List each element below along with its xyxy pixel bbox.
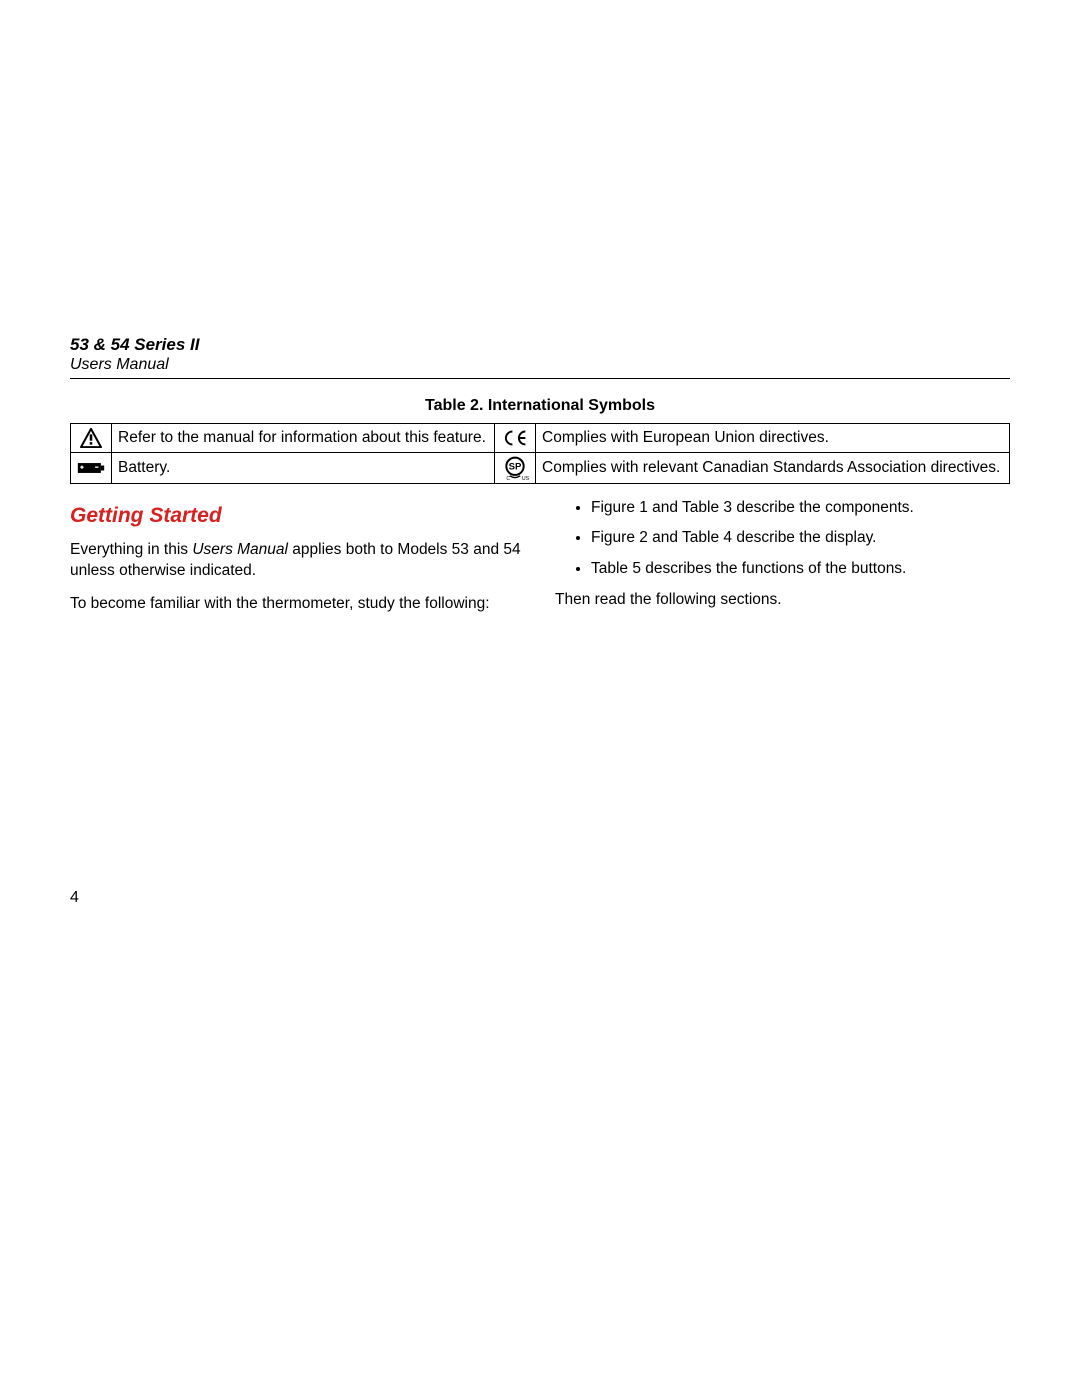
cell-desc: Complies with relevant Canadian Standard… (536, 452, 1010, 483)
doc-title: 53 & 54 Series II (70, 335, 1010, 355)
section-heading: Getting Started (70, 502, 525, 530)
body-paragraph: Then read the following sections. (555, 590, 1010, 611)
cell-desc: Battery. (112, 452, 495, 483)
bullet-list: Figure 1 and Table 3 describe the compon… (555, 498, 1010, 581)
table-row: Refer to the manual for information abou… (71, 424, 1010, 452)
csa-mark-icon: SP C US (495, 452, 536, 483)
table-caption: Table 2. International Symbols (70, 397, 1010, 415)
doc-subtitle: Users Manual (70, 355, 1010, 376)
list-item: Table 5 describes the functions of the b… (591, 559, 1010, 580)
text-run-italic: Users Manual (192, 541, 288, 558)
cell-desc: Refer to the manual for information abou… (112, 424, 495, 452)
right-column: Figure 1 and Table 3 describe the compon… (555, 498, 1010, 627)
svg-text:US: US (522, 476, 529, 481)
svg-text:SP: SP (509, 461, 522, 472)
cell-desc: Complies with European Union directives. (536, 424, 1010, 452)
svg-text:C: C (506, 476, 510, 481)
table-row: Battery. SP C US Complies with relevant … (71, 452, 1010, 483)
body-paragraph: To become familiar with the thermometer,… (70, 594, 525, 615)
list-item: Figure 1 and Table 3 describe the compon… (591, 498, 1010, 519)
symbols-table: Refer to the manual for information abou… (70, 423, 1010, 483)
left-column: Getting Started Everything in this Users… (70, 498, 525, 627)
body-paragraph: Everything in this Users Manual applies … (70, 540, 525, 582)
page: 53 & 54 Series II Users Manual Table 2. … (0, 0, 1080, 1397)
warning-triangle-icon (71, 424, 112, 452)
battery-icon (71, 452, 112, 483)
body-columns: Getting Started Everything in this Users… (70, 498, 1010, 627)
ce-mark-icon (495, 424, 536, 452)
text-run: Everything in this (70, 541, 192, 558)
running-header: 53 & 54 Series II Users Manual (70, 335, 1010, 379)
list-item: Figure 2 and Table 4 describe the displa… (591, 528, 1010, 549)
page-number: 4 (70, 889, 79, 907)
